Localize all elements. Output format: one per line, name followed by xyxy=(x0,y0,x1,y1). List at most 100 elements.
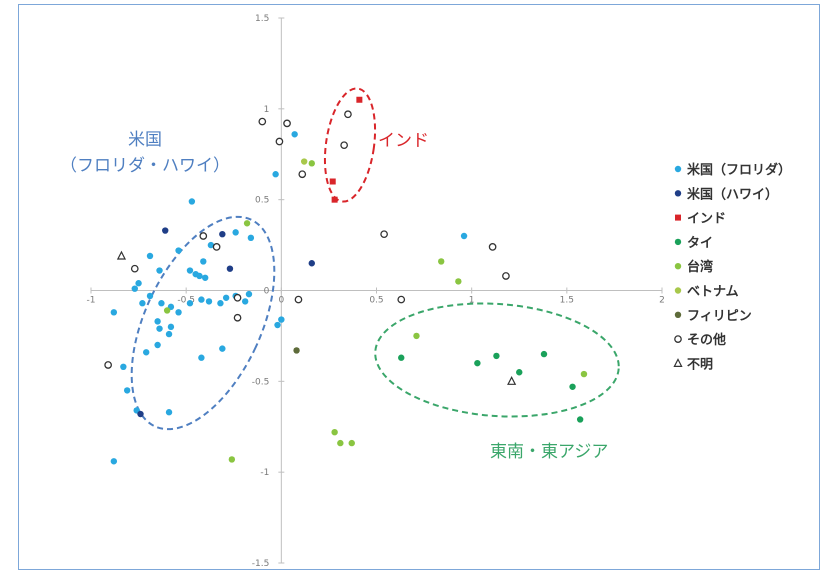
y-tick-label: 0 xyxy=(264,287,270,297)
legend-label: 不明 xyxy=(687,357,713,372)
data-point xyxy=(202,274,209,281)
data-point xyxy=(272,171,279,178)
legend-marker xyxy=(674,335,682,343)
legend-label: フィリピン xyxy=(687,309,752,324)
data-point xyxy=(198,354,205,361)
legend-marker xyxy=(675,214,681,221)
data-point xyxy=(274,321,281,329)
data-point xyxy=(217,300,224,307)
data-point xyxy=(493,352,500,360)
x-tick-label: 2 xyxy=(659,296,665,306)
data-point xyxy=(130,264,139,273)
data-point xyxy=(188,198,196,205)
data-point xyxy=(233,293,242,302)
india-cluster-ellipse xyxy=(323,87,377,203)
data-point xyxy=(146,252,154,260)
data-point xyxy=(199,232,208,240)
data-point xyxy=(137,410,144,418)
data-point xyxy=(226,265,234,272)
data-point xyxy=(163,307,171,314)
legend-marker xyxy=(674,263,682,270)
data-point xyxy=(337,439,344,447)
data-point xyxy=(308,160,315,167)
data-point xyxy=(247,234,255,242)
data-point xyxy=(205,298,213,305)
data-point xyxy=(488,243,497,251)
data-point xyxy=(200,258,207,265)
data-point xyxy=(142,349,150,356)
data-point xyxy=(165,330,173,338)
data-point xyxy=(196,272,203,280)
data-point xyxy=(398,354,405,361)
data-point xyxy=(380,230,388,239)
legend-label: タイ xyxy=(687,236,713,251)
data-point xyxy=(198,296,205,303)
data-point xyxy=(156,325,163,332)
data-point xyxy=(219,230,226,238)
data-point xyxy=(460,232,468,240)
data-point xyxy=(331,429,338,436)
data-point xyxy=(308,260,315,267)
data-point xyxy=(298,170,307,179)
data-point xyxy=(580,370,588,378)
x-tick-label: 1 xyxy=(469,296,475,306)
data-point xyxy=(154,341,161,349)
data-point xyxy=(278,316,285,323)
data-point xyxy=(258,117,267,126)
legend-label: 米国（フロリダ） xyxy=(687,162,791,178)
data-point xyxy=(516,369,523,376)
x-tick-label: -0.5 xyxy=(177,296,195,306)
data-point xyxy=(219,345,226,352)
region-label-us: 米国 xyxy=(128,130,162,150)
data-point xyxy=(331,196,338,203)
y-tick-label: 1 xyxy=(264,105,270,115)
data-point xyxy=(507,376,517,385)
data-point xyxy=(233,313,242,322)
legend-label: 米国（ハワイ） xyxy=(687,186,778,202)
data-point xyxy=(158,300,165,307)
data-point xyxy=(120,363,127,370)
data-point xyxy=(212,243,221,251)
data-point xyxy=(186,267,194,274)
data-point xyxy=(291,131,298,138)
data-point xyxy=(340,141,348,150)
data-point xyxy=(275,137,284,146)
data-point xyxy=(293,347,300,354)
legend-marker xyxy=(674,165,682,173)
data-point xyxy=(356,96,363,103)
data-point xyxy=(438,258,445,265)
data-point xyxy=(329,178,336,185)
y-tick-label: -1 xyxy=(260,468,269,478)
data-point xyxy=(241,298,249,305)
data-point xyxy=(344,110,352,119)
y-tick-label: -0.5 xyxy=(252,377,270,387)
data-point xyxy=(245,290,253,298)
legend-marker xyxy=(674,311,682,318)
sea-cluster-ellipse xyxy=(374,302,620,418)
data-point xyxy=(455,278,462,285)
data-point xyxy=(348,439,355,447)
data-point xyxy=(283,119,291,128)
region-label-us: （フロリダ・ハワイ） xyxy=(60,156,230,176)
data-point xyxy=(165,409,173,416)
region-label-india: インド xyxy=(378,131,429,151)
data-point xyxy=(228,456,236,463)
data-point xyxy=(243,220,251,227)
legend-marker xyxy=(674,287,682,294)
legend-marker xyxy=(674,190,682,197)
legend-marker xyxy=(673,358,683,367)
data-point xyxy=(162,227,169,234)
legend-label: インド xyxy=(687,212,726,227)
data-point xyxy=(576,416,584,423)
data-point xyxy=(146,292,154,300)
x-tick-label: 1.5 xyxy=(560,296,574,306)
data-point xyxy=(123,387,131,394)
data-point xyxy=(207,241,215,249)
data-point xyxy=(175,247,182,254)
data-point xyxy=(300,158,308,165)
us-cluster-ellipse xyxy=(130,215,276,431)
data-point xyxy=(474,359,481,367)
legend-label: その他 xyxy=(687,332,726,348)
